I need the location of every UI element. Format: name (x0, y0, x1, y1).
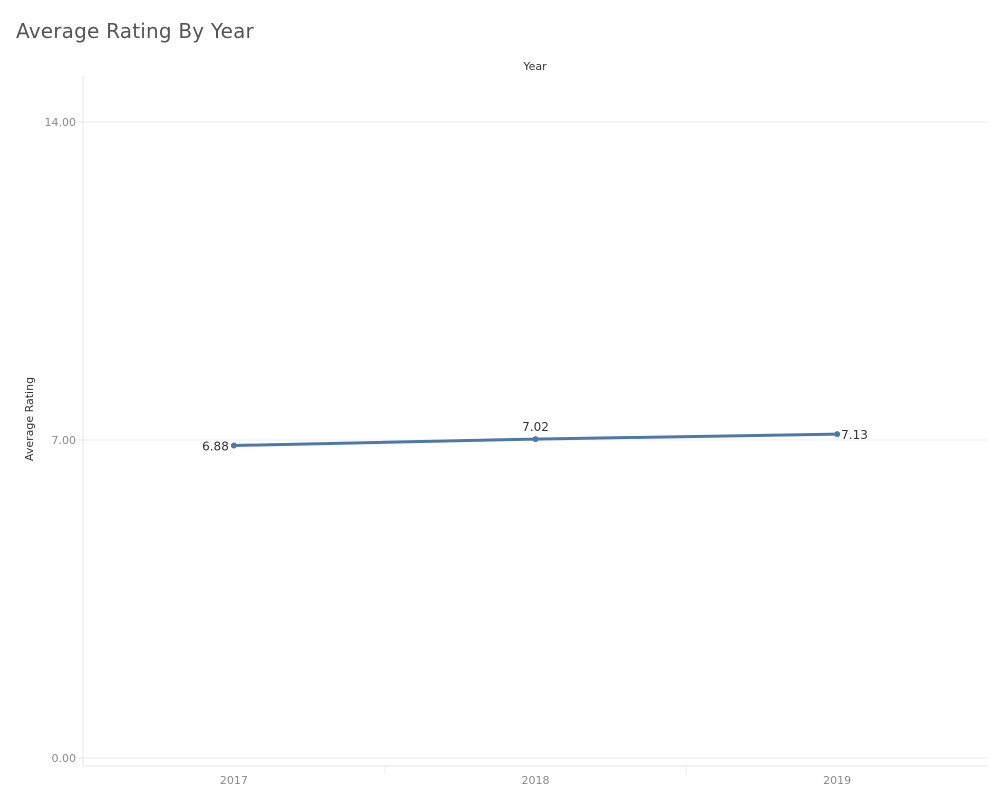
series-layer (230, 431, 841, 449)
axis-layer: 14.00 7.00 0.00 2017 2018 2019 (45, 76, 988, 787)
x-tick-label: 2019 (823, 774, 851, 787)
data-label: 7.02 (522, 420, 549, 434)
y-tick-label: 7.00 (52, 434, 77, 447)
data-point (230, 442, 237, 449)
x-tick-label: 2017 (220, 774, 248, 787)
data-label: 7.13 (841, 428, 868, 442)
data-label: 6.88 (202, 439, 229, 453)
data-point (532, 436, 539, 443)
data-point (834, 431, 841, 438)
chart-title: Average Rating By Year (16, 19, 254, 43)
label-layer: 6.88 7.02 7.13 (202, 420, 868, 453)
y-axis-title: Average Rating (23, 377, 36, 461)
y-tick-label: 14.00 (45, 116, 77, 129)
x-tick-label: 2018 (522, 774, 550, 787)
x-axis-header: Year (522, 60, 547, 73)
y-tick-label: 0.00 (52, 752, 77, 765)
